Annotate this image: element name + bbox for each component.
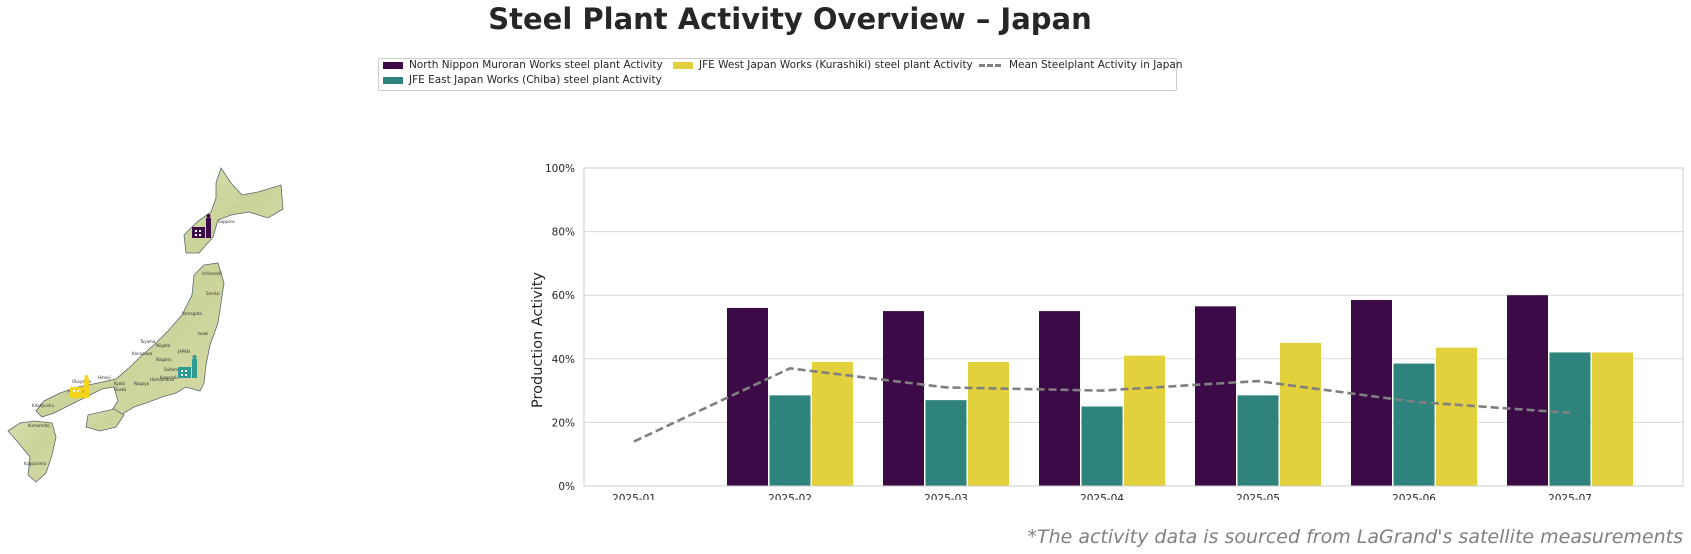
legend-item-mean: Mean Steelplant Activity in Japan: [979, 59, 1183, 71]
x-tick-label: 2025-01: [612, 493, 656, 500]
map-label-nagoya: Nagoya: [134, 381, 150, 386]
mean-activity-line: [633, 367, 1571, 443]
x-tick-label: 2025-03: [924, 493, 968, 500]
bar-muroran: [1507, 295, 1548, 486]
y-tick-label: 80%: [552, 227, 575, 239]
mean-line-group: [633, 367, 1571, 443]
bar-kurashiki: [1280, 342, 1321, 486]
x-tick-label: 2025-02: [768, 493, 812, 500]
bar-kurashiki: [1592, 352, 1633, 486]
map-label-himeji: Himeji: [98, 375, 111, 380]
map-label-kawasaki: Kawasaki: [160, 375, 179, 380]
bar-muroran: [1351, 299, 1392, 486]
map-label-ichinoseki: Ichinoseki: [202, 271, 222, 276]
bar-chiba: [769, 395, 811, 486]
legend: North Nippon Muroran Works steel plant A…: [378, 58, 1183, 91]
map-label-saitama: Saitama: [164, 367, 181, 372]
y-tick-label: 100%: [545, 163, 575, 175]
map-label-osaka: Osaka: [114, 387, 127, 392]
map-label-sapporo: Sapporo: [218, 219, 235, 224]
factory-icon-chiba: [178, 355, 197, 378]
map-label-kumamoto: Kumamoto: [28, 423, 50, 428]
y-tick-label: 40%: [552, 354, 575, 366]
bar-chiba: [1393, 363, 1435, 486]
legend-label-kurashiki: JFE West Japan Works (Kurashiki) steel p…: [699, 59, 973, 71]
honshu-shape: [35, 262, 225, 426]
map-label-japan: JAPAN: [177, 349, 190, 354]
y-tick-label: 60%: [552, 290, 575, 302]
y-tick-label: 20%: [552, 417, 575, 429]
y-tick-label: 0%: [558, 481, 575, 493]
bar-muroran: [1039, 311, 1080, 486]
legend-item-kurashiki: JFE West Japan Works (Kurashiki) steel p…: [673, 59, 973, 71]
map-label-iwaki: Iwaki: [198, 331, 208, 336]
map-label-kyoto: Kyoto: [114, 381, 126, 386]
legend-swatch-muroran: [383, 61, 403, 69]
map-label-kanazawa: Kanazawa: [132, 351, 153, 356]
map-label-yamagata: Yamagata: [181, 311, 202, 316]
bar-kurashiki: [1436, 347, 1477, 486]
y-axis-label: Production Activity: [530, 272, 546, 408]
map-label-nagano: Nagano: [156, 357, 172, 362]
chart-axes: 0% 20% 40% 60% 80% 100% 2025-01 2025-02 2025-03 2…: [545, 163, 1684, 500]
map-label-hamamatsu: Hamamatsu: [150, 377, 175, 382]
map-label-niigata: Niigata: [156, 343, 171, 348]
factory-icon-kurashiki: [70, 375, 89, 398]
japan-map: Sapporo JAPAN Sendai Niigata Saitama Kaw…: [6, 165, 286, 490]
bar-muroran: [1195, 306, 1236, 486]
legend-swatch-chiba: [383, 76, 403, 84]
bar-kurashiki: [968, 361, 1009, 486]
map-label-kitakyushu: Kitakyushu: [32, 403, 54, 408]
map-label-toyama: Toyama: [139, 339, 156, 344]
legend-swatch-kurashiki: [673, 61, 693, 69]
bar-muroran: [727, 307, 768, 486]
x-tick-label: 2025-07: [1548, 493, 1592, 500]
plot-frame: [583, 167, 1684, 487]
legend-item-muroran: North Nippon Muroran Works steel plant A…: [383, 59, 663, 71]
bar-chart: 0% 20% 40% 60% 80% 100% 2025-01 2025-02 2025-03 2…: [530, 163, 1684, 500]
map-label-okayama: Okayama: [72, 379, 92, 384]
legend-dash-mean: [979, 63, 1001, 67]
legend-label-chiba: JFE East Japan Works (Chiba) steel plant…: [409, 74, 662, 86]
map-label-sendai: Sendai: [206, 291, 220, 296]
legend-label-muroran: North Nippon Muroran Works steel plant A…: [409, 59, 663, 71]
bar-chiba: [1081, 406, 1123, 486]
bar-kurashiki: [812, 361, 853, 486]
kyushu-shape: [7, 420, 57, 483]
map-label-kagoshima: Kagoshima: [24, 461, 47, 466]
bar-chiba: [1549, 352, 1591, 486]
x-tick-label: 2025-06: [1392, 493, 1436, 500]
footnote: *The activity data is sourced from LaGra…: [1027, 526, 1683, 548]
shikoku-shape: [85, 408, 125, 432]
legend-label-mean: Mean Steelplant Activity in Japan: [1009, 59, 1183, 71]
legend-item-chiba: JFE East Japan Works (Chiba) steel plant…: [383, 74, 662, 86]
bar-chiba: [1237, 395, 1279, 486]
bar-muroran: [883, 311, 924, 486]
x-tick-label: 2025-04: [1080, 493, 1124, 500]
chart-bars: [727, 295, 1633, 486]
bar-kurashiki: [1124, 355, 1165, 486]
bar-chiba: [925, 400, 967, 486]
x-tick-label: 2025-05: [1236, 493, 1280, 500]
chart-title: Steel Plant Activity Overview – Japan: [488, 2, 1092, 36]
factory-icon-muroran: [192, 214, 211, 238]
